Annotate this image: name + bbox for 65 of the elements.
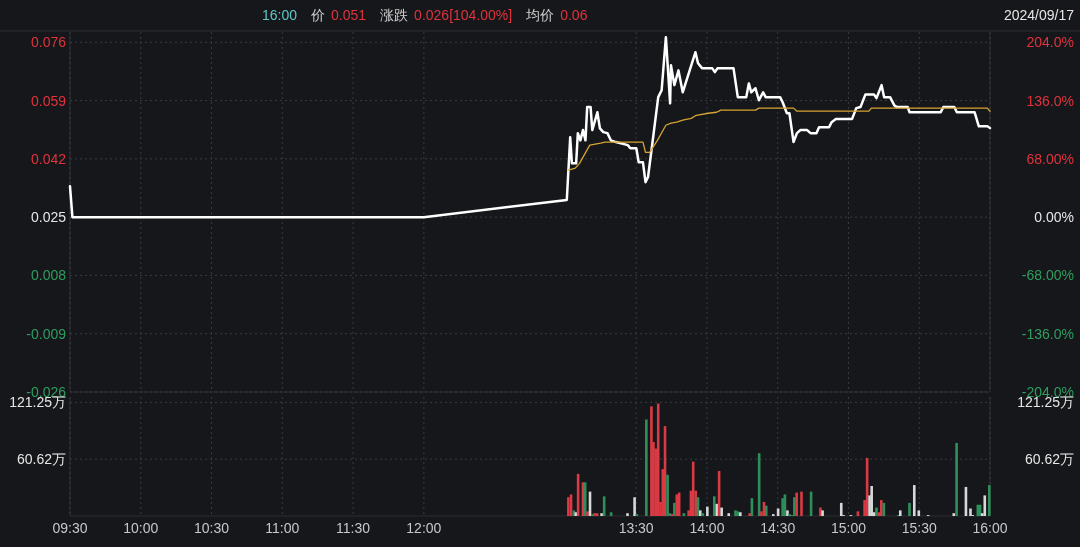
bar: [633, 497, 636, 516]
bar: [952, 513, 956, 516]
y2-tick-label: -136.0%: [1021, 325, 1074, 342]
y2-tick-label: 204.0%: [1026, 34, 1074, 51]
text: 16:00: [262, 7, 298, 23]
y-tick-label: 0.059: [30, 92, 67, 109]
bar: [912, 485, 916, 516]
y-tick-label: -0.009: [26, 325, 67, 342]
y-tick-label: 0.008: [30, 267, 67, 284]
bar: [898, 510, 902, 516]
y-tick-label: 60.62万: [16, 451, 66, 468]
bar: [656, 403, 660, 516]
text: 2024/09/17: [1003, 7, 1075, 23]
x-tick-label: 15:30: [901, 520, 937, 536]
bar: [955, 442, 958, 516]
line-series: [68, 35, 992, 219]
bar: [870, 486, 873, 516]
x-tick-label: 13:30: [618, 520, 654, 536]
bar: [626, 513, 629, 516]
x-tick-label: 12:00: [406, 520, 442, 536]
x-tick-label: 10:30: [194, 520, 230, 536]
x-tick-label: 14:00: [689, 520, 725, 536]
x-tick-label: 15:00: [830, 520, 867, 536]
y-tick-label: 0.042: [30, 150, 67, 167]
bar: [987, 485, 991, 516]
y2-tick-label: 0.00%: [1034, 209, 1074, 226]
bar: [983, 495, 987, 516]
y2-tick-label: 60.62万: [1024, 451, 1074, 468]
text: 0.051: [331, 7, 367, 23]
x-tick-label: 11:00: [265, 520, 300, 536]
y2-tick-label: 136.0%: [1026, 92, 1074, 109]
bar: [800, 491, 803, 516]
bar: [645, 419, 648, 516]
x-tick-label: 11:30: [336, 520, 371, 536]
x-tick-label: 10:00: [123, 520, 159, 536]
bar: [650, 406, 653, 516]
text: 0.026[104.00%]: [414, 7, 513, 23]
text: 涨跌: [380, 7, 409, 23]
bar: [600, 513, 603, 516]
y2-tick-label: 68.00%: [1026, 150, 1074, 167]
bar: [764, 505, 768, 516]
x-tick-label: 09:30: [52, 520, 88, 536]
x-tick-label: 16:00: [972, 520, 1008, 536]
y-tick-label: 0.025: [30, 209, 67, 226]
bar: [666, 474, 669, 516]
x-tick-label: 14:30: [760, 520, 796, 536]
text: 0.06: [560, 7, 588, 23]
text: 均价: [525, 7, 555, 23]
bar: [795, 492, 798, 516]
bar: [875, 507, 878, 516]
bar: [969, 508, 972, 516]
bar: [727, 513, 731, 516]
bar: [712, 496, 716, 516]
bar: [706, 506, 709, 516]
y2-tick-label: -68.00%: [1021, 267, 1074, 284]
y-tick-label: 0.076: [30, 34, 67, 51]
bar: [786, 510, 789, 516]
bar: [781, 498, 784, 516]
line-series: [567, 107, 991, 171]
bar: [720, 507, 723, 516]
bar: [839, 502, 843, 516]
bar: [908, 502, 911, 516]
bar: [586, 511, 589, 516]
text: 价: [310, 7, 326, 23]
bar: [748, 513, 751, 516]
